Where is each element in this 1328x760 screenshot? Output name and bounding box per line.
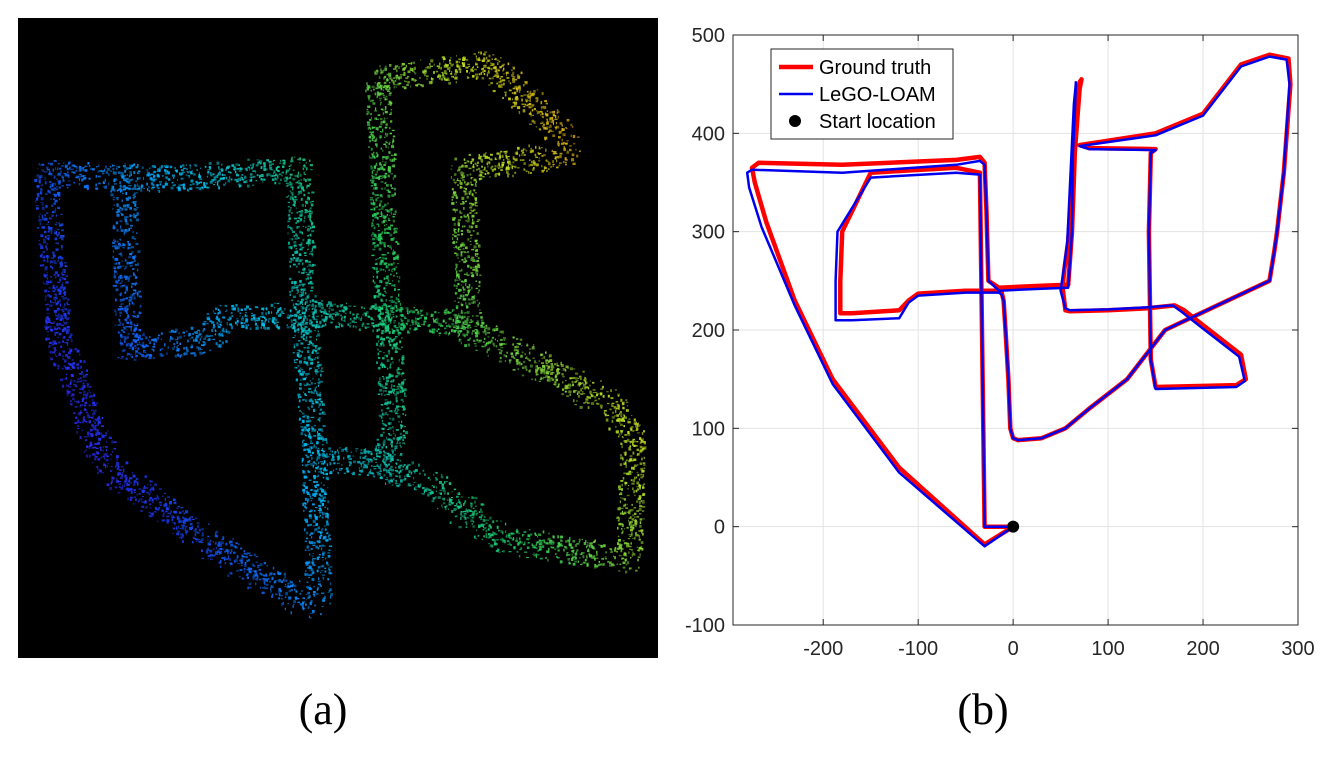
point-cloud-points (34, 51, 647, 619)
caption-a: (a) (298, 685, 348, 734)
x-tick-label: -100 (898, 638, 938, 660)
x-tick-label: 100 (1091, 638, 1124, 660)
x-tick-label: -200 (803, 638, 843, 660)
y-tick-label: 100 (692, 418, 725, 440)
y-tick-label: 300 (692, 222, 725, 244)
x-tick-label: 0 (1008, 638, 1019, 660)
legend-label: Start location (819, 111, 936, 133)
y-tick-label: 200 (692, 320, 725, 342)
x-tick-label: 300 (1281, 638, 1314, 660)
axis-ticks: -200 -100 0 100 200 300 -100 0 100 200 300 400 500 (685, 25, 1315, 660)
start-location-marker (1007, 520, 1020, 533)
legend-marker-start (789, 115, 801, 127)
y-tick-label: 500 (692, 25, 725, 47)
point-cloud-map-image (18, 18, 658, 658)
trajectory-plot: -200 -100 0 100 200 300 -100 0 100 200 300 400 500 Gr… (685, 25, 1315, 660)
series-group (745, 52, 1293, 548)
legend-label: LeGO-LOAM (819, 84, 936, 106)
trajectory-chart: -200 -100 0 100 200 300 -100 0 100 200 300 400 500 Gr… (660, 10, 1328, 670)
series-line-lego-loam (745, 55, 1291, 548)
y-tick-label: 0 (714, 517, 725, 539)
y-tick-label: 400 (692, 123, 725, 145)
legend-label: Ground truth (819, 57, 931, 79)
legend: Ground truth LeGO-LOAM Start location (770, 48, 954, 140)
x-tick-label: 200 (1186, 638, 1219, 660)
y-tick-label: -100 (685, 615, 725, 637)
point-cloud-map-icon (34, 51, 647, 619)
caption-b: (b) (957, 685, 1009, 734)
